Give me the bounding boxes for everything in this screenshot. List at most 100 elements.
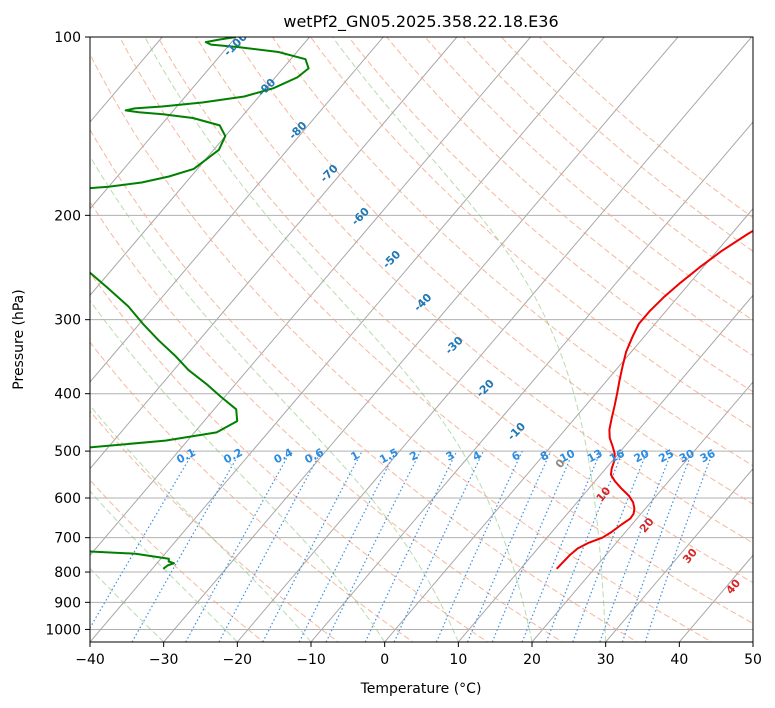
- pressure-gridlines: [90, 37, 753, 630]
- x-tick-label: 10: [449, 652, 467, 668]
- y-tick-label: 600: [54, 491, 81, 507]
- moist-adiabat-line: [90, 490, 238, 642]
- dry-adiabat-label: 40: [723, 576, 743, 596]
- y-tick-label: 800: [54, 565, 81, 581]
- mixing-ratio-line: [545, 450, 624, 642]
- dry-adiabat-line: [539, 37, 753, 219]
- mixing-ratio-line: [364, 450, 458, 642]
- y-tick-label: 1000: [45, 622, 81, 638]
- mixing-ratio-line: [572, 450, 648, 642]
- mixing-ratio-label: 36: [698, 447, 718, 466]
- x-tick-label: −10: [296, 652, 326, 668]
- mixing-ratio-line: [466, 450, 552, 642]
- moist-adiabat-line: [90, 299, 386, 642]
- dry-adiabat-label: 10: [594, 484, 614, 504]
- mixing-ratio-label: 0.1: [174, 446, 197, 467]
- dry-adiabat-line: [90, 271, 489, 642]
- isotherm-line: [752, 641, 753, 642]
- x-tick-label: 40: [670, 652, 688, 668]
- moist-adiabat-label: -100: [221, 30, 250, 59]
- x-axis-ticks: −40 −30 −20 −10 0 10 20 30 40 50: [75, 642, 762, 668]
- dry-adiabat-line: [462, 37, 753, 287]
- mixing-ratio-label: 0.6: [303, 446, 327, 467]
- y-tick-label: 200: [54, 208, 81, 224]
- dry-adiabat-line: [90, 128, 639, 642]
- x-tick-label: 50: [744, 652, 762, 668]
- moist-adiabat-line: [332, 37, 607, 642]
- y-axis-label: Pressure (hPa): [11, 289, 27, 389]
- dry-adiabat-line: [233, 37, 753, 505]
- y-tick-label: 300: [54, 313, 81, 329]
- isotherm-line: [90, 37, 384, 383]
- dry-adiabat-line: [90, 410, 340, 642]
- moist-adiabat-label: -20: [474, 377, 497, 400]
- isotherm-line: [310, 121, 753, 642]
- mixing-ratio-line: [521, 450, 602, 642]
- isotherm-line: [90, 37, 531, 557]
- mixing-ratio-label: 1.5: [377, 446, 400, 467]
- mixing-ratio-line: [491, 450, 575, 642]
- mixing-ratio-line: [185, 450, 292, 642]
- moist-adiabat-line: [90, 155, 459, 642]
- mixing-ratio-label: 30: [677, 447, 697, 466]
- mixing-ratio-line: [621, 450, 693, 642]
- x-tick-label: 30: [597, 652, 615, 668]
- plot-frame: [89, 36, 754, 643]
- plot-area: 0.1 0.2 0.4 0.6 1 1.5 2 3 4 6 8 10 13 16 20 25 30 36-100-…: [90, 30, 753, 642]
- dry-adiabat-line: [119, 37, 753, 624]
- x-tick-label: −20: [223, 652, 253, 668]
- isotherm-lines: [90, 37, 753, 642]
- isotherm-line: [90, 37, 605, 642]
- profile-series: [90, 37, 753, 570]
- isotherm-line: [531, 381, 753, 642]
- mixing-ratio-line: [131, 450, 242, 642]
- moist-adiabat-label: -80: [286, 119, 309, 142]
- isotherm-line: [163, 37, 679, 642]
- isotherm-line: [90, 37, 458, 470]
- dry-adiabat-line: [310, 37, 753, 430]
- mixing-ratio-line: [325, 450, 422, 642]
- mixing-ratio-line: [435, 450, 523, 642]
- moist-adiabat-label: -60: [349, 205, 372, 228]
- mixing-ratio-label: 25: [656, 447, 676, 466]
- isotherm-line: [90, 37, 237, 210]
- profile-line: [90, 37, 310, 570]
- isotherm-line: [457, 294, 753, 642]
- mixing-ratio-line: [218, 450, 323, 642]
- moist-adiabat-label: -40: [411, 291, 434, 314]
- mixing-ratio-label: 13: [585, 447, 605, 466]
- isotherm-line: [236, 37, 752, 642]
- y-tick-label: 700: [54, 531, 81, 547]
- moist-adiabat-line: [144, 37, 533, 642]
- mixing-ratio-label: 0.4: [272, 446, 296, 467]
- dry-adiabat-line: [90, 53, 713, 642]
- isotherm-line: [90, 37, 310, 297]
- x-tick-label: 20: [523, 652, 541, 668]
- moist-adiabat-label: -30: [443, 334, 466, 357]
- mixing-ratio-line: [298, 450, 397, 642]
- y-tick-label: 400: [54, 387, 81, 403]
- x-tick-label: −30: [149, 652, 179, 668]
- moist-adiabat-label: -70: [318, 162, 341, 185]
- dry-adiabat-line: [157, 37, 753, 584]
- y-tick-label: 900: [54, 595, 81, 611]
- isotherm-line: [605, 467, 753, 642]
- mixing-ratio-line: [90, 450, 195, 630]
- dry-adiabat-line: [90, 479, 265, 642]
- dry-adiabat-line: [386, 37, 753, 357]
- y-tick-label: 100: [54, 30, 81, 46]
- mixing-ratio-line: [644, 450, 714, 642]
- x-tick-label: 0: [380, 652, 389, 668]
- moist-adiabat-lines: [90, 37, 607, 642]
- mixing-ratio-line: [262, 450, 363, 642]
- dry-adiabat-label: 30: [680, 546, 700, 566]
- line-labels: 0.1 0.2 0.4 0.6 1 1.5 2 3 4 6 8 10 13 16 20 25 30 36-100-…: [174, 30, 743, 597]
- x-tick-label: −40: [75, 652, 105, 668]
- mixing-ratio-label: 10: [558, 447, 578, 466]
- mixing-ratio-line: [599, 450, 673, 642]
- mixing-ratio-label: 16: [607, 447, 627, 466]
- dry-adiabat-line: [348, 37, 753, 393]
- dry-adiabat-line: [195, 37, 753, 544]
- x-axis-label: Temperature (°C): [360, 681, 482, 697]
- mixing-ratio-lines: [90, 450, 714, 642]
